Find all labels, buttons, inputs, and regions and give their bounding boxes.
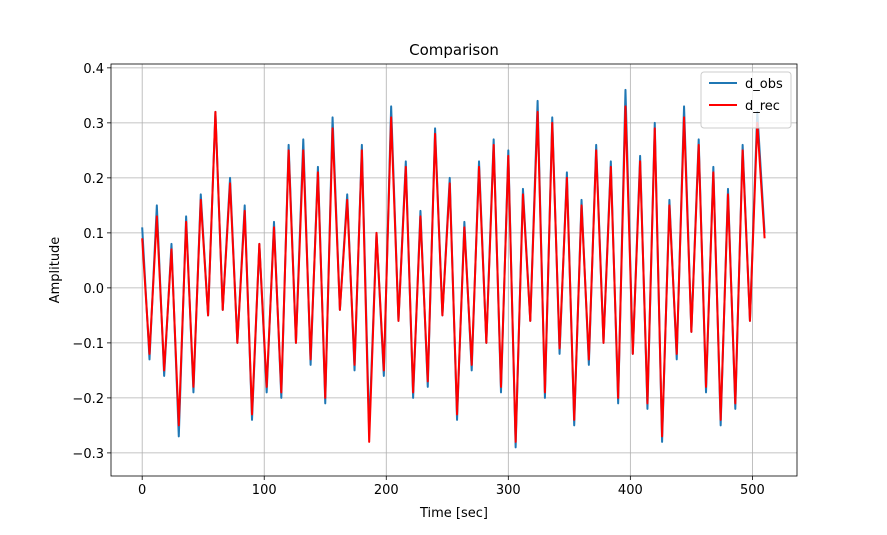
x-tick-label: 300 xyxy=(496,483,521,498)
y-tick-label: −0.2 xyxy=(72,392,104,407)
line-series xyxy=(141,105,766,443)
x-tick-label: 0 xyxy=(138,483,146,498)
plot-frame xyxy=(110,63,798,477)
x-tick-label: 200 xyxy=(374,483,399,498)
y-tick-label: 0.3 xyxy=(83,117,104,132)
y-tick-label: 0.4 xyxy=(83,62,104,77)
x-tick-label: 400 xyxy=(618,483,643,498)
legend-label: d_obs xyxy=(745,77,783,92)
y-tick-label: −0.1 xyxy=(72,337,104,352)
y-tick-label: 0.2 xyxy=(83,172,104,187)
legend-box xyxy=(700,71,792,129)
y-axis-label: Amplitude xyxy=(48,237,63,304)
legend-label: d_rec xyxy=(745,99,780,114)
y-tick-label: 0.0 xyxy=(83,282,104,297)
legend: d_obs d_rec xyxy=(700,71,792,129)
x-tick-label: 100 xyxy=(252,483,277,498)
y-tick-label: 0.1 xyxy=(83,227,104,242)
x-axis-label: Time [sec] xyxy=(419,506,488,521)
y-tick-label: −0.3 xyxy=(72,447,104,462)
chart-title: Comparison xyxy=(409,41,499,59)
x-tick-label: 500 xyxy=(740,483,765,498)
